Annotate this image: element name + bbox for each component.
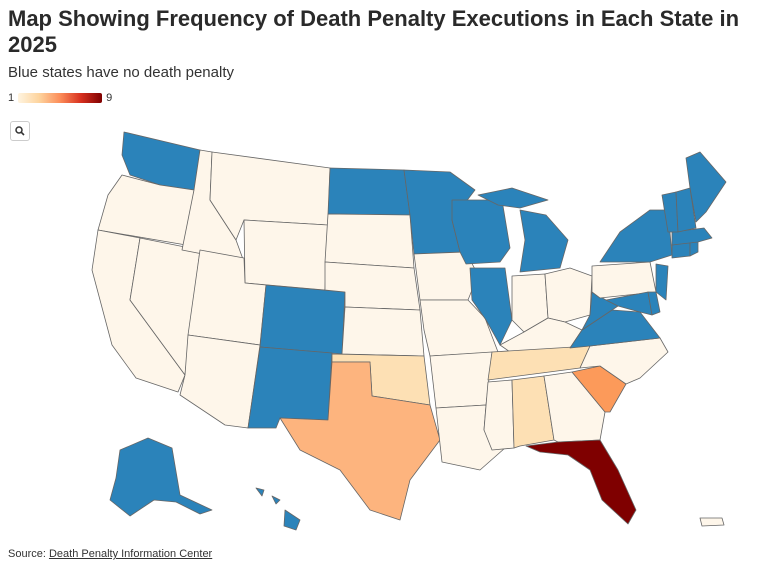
state-delaware[interactable] — [647, 291, 661, 316]
page-title: Map Showing Frequency of Death Penalty E… — [8, 6, 740, 57]
state-mississippi[interactable] — [483, 379, 515, 451]
state-south-dakota[interactable] — [324, 213, 415, 269]
state-arizona[interactable] — [179, 334, 261, 429]
state-florida[interactable] — [525, 439, 637, 525]
state-michigan[interactable] — [519, 209, 569, 273]
page-subtitle: Blue states have no death penalty — [8, 64, 234, 81]
state-north-dakota[interactable] — [327, 167, 411, 216]
legend-min-label: 1 — [8, 92, 15, 104]
source-link[interactable]: Death Penalty Information Center — [48, 548, 213, 560]
search-icon — [15, 126, 25, 136]
source-footer: Source: Death Penalty Information Center — [8, 548, 212, 560]
legend-max-label: 9 — [106, 92, 113, 104]
state-texas[interactable] — [279, 361, 441, 521]
state-michigan-upper[interactable] — [477, 187, 549, 209]
state-arkansas[interactable] — [429, 351, 493, 409]
state-hawaii[interactable] — [255, 487, 301, 531]
territory-puerto-rico[interactable] — [699, 517, 725, 527]
state-south-carolina[interactable] — [571, 365, 627, 413]
state-new-mexico[interactable] — [247, 346, 333, 429]
state-alaska[interactable] — [109, 437, 213, 517]
state-new-hampshire[interactable] — [675, 187, 697, 233]
state-wyoming[interactable] — [243, 219, 329, 291]
legend-gradient — [18, 93, 103, 103]
state-massachusetts[interactable] — [671, 227, 713, 246]
state-alabama[interactable] — [511, 375, 555, 449]
state-ohio[interactable] — [544, 267, 593, 323]
state-rhode-island[interactable] — [689, 241, 699, 257]
state-kansas[interactable] — [341, 306, 425, 357]
state-maine[interactable] — [685, 151, 727, 223]
state-pennsylvania[interactable] — [591, 261, 657, 299]
zoom-button[interactable] — [10, 121, 30, 141]
source-prefix: Source: — [8, 548, 49, 560]
color-legend: 1 9 — [8, 91, 112, 105]
state-new-jersey[interactable] — [655, 263, 669, 301]
state-wisconsin[interactable] — [451, 199, 511, 265]
state-maryland[interactable] — [605, 291, 653, 316]
state-new-york[interactable] — [599, 209, 673, 263]
state-colorado[interactable] — [259, 284, 346, 355]
